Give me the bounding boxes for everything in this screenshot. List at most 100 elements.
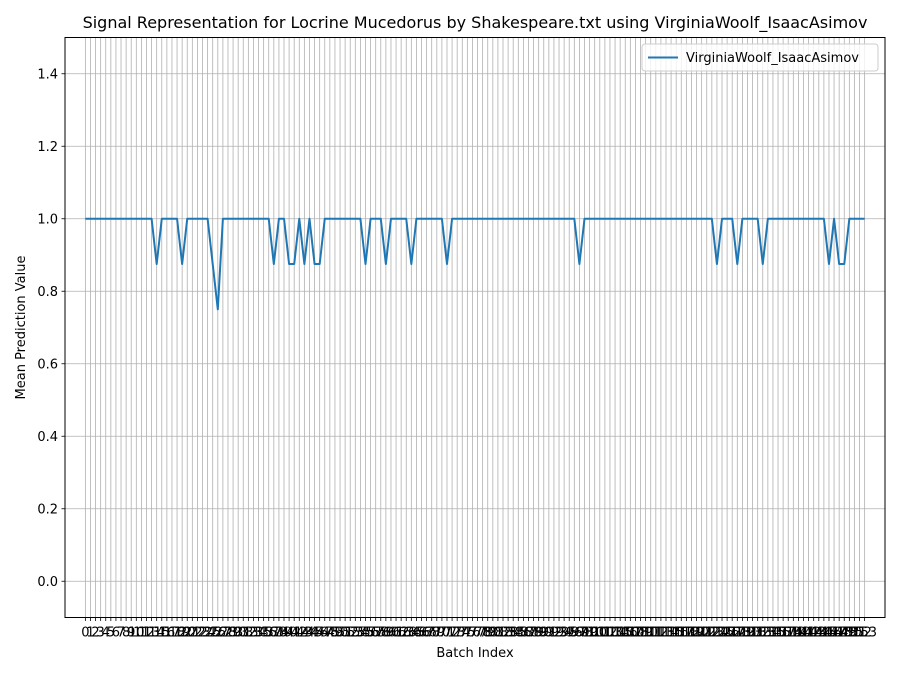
x-tick-label: 81	[490, 626, 507, 641]
x-tick-label: 89	[530, 626, 547, 641]
x-tick-label: 80	[485, 626, 502, 641]
plot-area-frame	[64, 37, 886, 618]
x-tick-label: 26	[210, 626, 227, 641]
x-tick-label: 122	[694, 626, 719, 641]
x-tick-label: 50	[332, 626, 349, 641]
x-tick-label: 105	[608, 626, 633, 641]
x-tick-label: 139	[781, 626, 806, 641]
x-tick-label: 28	[220, 626, 237, 641]
x-tick-label: 35	[255, 626, 272, 641]
x-axis-ticks: 0123456789101112131415161718192021222324…	[81, 617, 877, 641]
legend-label: VirginiaWoolf_IsaacAsimov	[686, 51, 859, 66]
x-tick-label: 38	[271, 626, 288, 641]
y-tick-label: 0.6	[37, 357, 58, 372]
x-tick-label: 140	[786, 626, 811, 641]
x-tick-label: 18	[169, 626, 186, 641]
x-tick-label: 111	[638, 626, 663, 641]
x-tick-label: 40	[281, 626, 298, 641]
x-tick-label: 151	[842, 626, 867, 641]
x-tick-label: 115	[659, 626, 684, 641]
x-tick-label: 135	[761, 626, 786, 641]
x-tick-label: 52	[342, 626, 359, 641]
x-tick-label: 12	[138, 626, 155, 641]
x-tick-label: 83	[500, 626, 517, 641]
x-tick-label: 97	[571, 626, 588, 641]
x-tick-label: 92	[546, 626, 563, 641]
x-tick-label: 13	[143, 626, 160, 641]
x-tick-label: 85	[510, 626, 527, 641]
x-tick-label: 21	[184, 626, 201, 641]
x-tick-label: 114	[654, 626, 679, 641]
x-tick-label: 1	[86, 626, 94, 641]
x-tick-label: 109	[628, 626, 653, 641]
x-tick-label: 117	[669, 626, 694, 641]
x-tick-label: 144	[806, 626, 831, 641]
y-gridlines	[65, 73, 885, 582]
x-tick-label: 147	[822, 626, 847, 641]
x-tick-label: 3	[97, 626, 105, 641]
x-tick-label: 108	[623, 626, 648, 641]
x-tick-label: 70	[434, 626, 451, 641]
x-tick-label: 10	[128, 626, 145, 641]
x-tick-label: 133	[750, 626, 775, 641]
x-tick-label: 79	[479, 626, 496, 641]
x-tick-label: 7	[117, 626, 125, 641]
x-tick-label: 120	[684, 626, 709, 641]
x-tick-label: 84	[505, 626, 522, 641]
y-tick-label: 0.0	[37, 575, 58, 590]
x-tick-label: 64	[403, 626, 420, 641]
x-tick-label: 152	[847, 626, 872, 641]
x-tick-label: 145	[811, 626, 836, 641]
x-tick-label: 36	[260, 626, 277, 641]
x-tick-label: 49	[327, 626, 344, 641]
x-tick-label: 128	[725, 626, 750, 641]
x-tick-label: 136	[766, 626, 791, 641]
x-tick-label: 138	[776, 626, 801, 641]
x-tick-label: 77	[469, 626, 486, 641]
x-tick-label: 5	[107, 626, 115, 641]
x-tick-label: 118	[674, 626, 699, 641]
x-tick-label: 101	[587, 626, 612, 641]
x-tick-label: 106	[613, 626, 638, 641]
x-tick-label: 103	[598, 626, 623, 641]
x-tick-label: 86	[515, 626, 532, 641]
x-tick-label: 48	[322, 626, 339, 641]
y-tick-label: 0.8	[37, 285, 58, 300]
x-tick-label: 46	[311, 626, 328, 641]
y-axis-ticks: 0.0 0.2 0.4 0.6 0.8 1.0 1.2 1.4	[37, 67, 65, 590]
x-tick-label: 73	[449, 626, 466, 641]
y-tick-label: 0.2	[37, 502, 58, 517]
x-tick-label: 121	[689, 626, 714, 641]
x-tick-label: 45	[306, 626, 323, 641]
x-tick-label: 134	[755, 626, 780, 641]
x-tick-label: 146	[817, 626, 842, 641]
x-tick-label: 132	[745, 626, 770, 641]
x-axis-label: Batch Index	[436, 646, 514, 661]
x-tick-label: 25	[204, 626, 221, 641]
x-tick-label: 71	[439, 626, 456, 641]
x-tick-label: 102	[592, 626, 617, 641]
x-tick-label: 76	[464, 626, 481, 641]
y-tick-label: 1.0	[37, 212, 58, 227]
x-tick-label: 110	[633, 626, 658, 641]
x-tick-label: 98	[576, 626, 593, 641]
x-tick-label: 91	[541, 626, 558, 641]
x-tick-label: 2	[91, 626, 99, 641]
x-tick-label: 57	[367, 626, 384, 641]
x-tick-label: 87	[520, 626, 537, 641]
x-tick-label: 55	[357, 626, 374, 641]
x-tick-label: 62	[393, 626, 410, 641]
x-tick-label: 119	[679, 626, 704, 641]
x-tick-label: 61	[388, 626, 405, 641]
x-tick-label: 47	[316, 626, 333, 641]
x-tick-label: 0	[81, 626, 89, 641]
x-tick-label: 42	[291, 626, 308, 641]
x-tick-label: 39	[276, 626, 293, 641]
x-tick-label: 37	[266, 626, 283, 641]
x-tick-label: 56	[362, 626, 379, 641]
x-tick-label: 66	[413, 626, 430, 641]
chart-title: Signal Representation for Locrine Mucedo…	[83, 13, 868, 33]
x-tick-label: 43	[296, 626, 313, 641]
x-tick-label: 95	[561, 626, 578, 641]
